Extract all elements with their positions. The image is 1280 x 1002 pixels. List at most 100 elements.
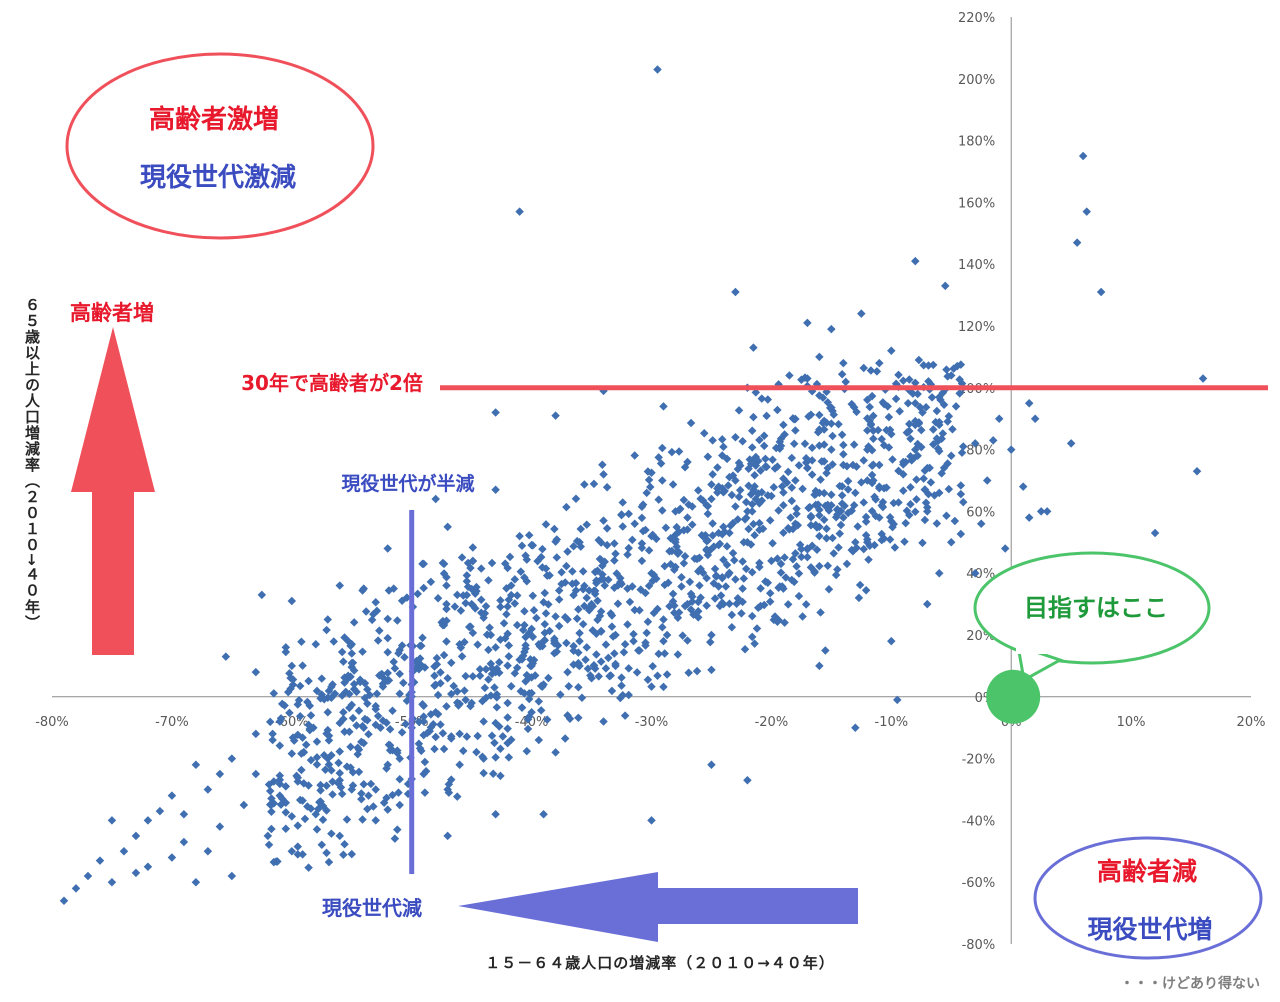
data-point — [843, 485, 853, 494]
data-point — [654, 649, 663, 659]
data-point — [791, 476, 800, 485]
data-point — [618, 691, 627, 700]
data-point — [401, 719, 410, 729]
data-point — [653, 671, 662, 681]
data-point — [787, 483, 797, 492]
data-point — [473, 731, 482, 741]
data-point — [312, 686, 322, 696]
data-point — [582, 593, 591, 603]
data-point — [861, 512, 871, 522]
data-point — [357, 737, 366, 747]
data-point — [449, 681, 458, 691]
data-point — [544, 673, 553, 683]
data-point — [792, 509, 801, 519]
data-point — [372, 689, 382, 698]
data-point — [397, 641, 407, 650]
data-point — [837, 430, 847, 440]
data-point — [647, 682, 656, 691]
data-point — [822, 534, 831, 543]
data-point — [1036, 507, 1046, 516]
data-point — [523, 724, 533, 734]
data-point — [709, 542, 719, 551]
data-point — [607, 611, 617, 620]
x-tick-label: -20% — [755, 715, 789, 730]
data-point — [919, 361, 928, 370]
data-point — [481, 665, 491, 674]
data-point — [395, 689, 404, 698]
data-point — [592, 650, 601, 659]
data-point — [836, 520, 846, 530]
data-point — [649, 608, 659, 618]
data-point — [955, 375, 964, 384]
data-point — [143, 816, 153, 825]
data-point — [929, 360, 938, 370]
data-point — [538, 544, 547, 554]
data-point — [598, 561, 607, 571]
data-point — [339, 657, 348, 666]
x-tick-label: -30% — [635, 715, 669, 730]
data-point — [921, 403, 931, 412]
data-point — [540, 619, 550, 629]
data-point — [943, 372, 952, 381]
data-point — [418, 699, 427, 709]
data-point — [318, 815, 328, 825]
data-point — [267, 807, 276, 816]
data-point — [797, 552, 806, 562]
data-point — [620, 640, 630, 649]
data-point — [371, 598, 380, 607]
data-point — [468, 556, 478, 566]
data-point — [634, 646, 643, 655]
data-point — [721, 582, 731, 591]
data-point — [624, 543, 633, 553]
data-point — [524, 530, 534, 540]
data-point — [375, 626, 384, 635]
data-point — [534, 735, 544, 745]
data-point — [763, 395, 773, 404]
data-point — [499, 619, 509, 628]
data-point — [418, 633, 427, 643]
data-point — [770, 612, 780, 621]
data-point — [438, 616, 448, 626]
data-point — [988, 436, 998, 445]
data-point — [762, 411, 771, 421]
data-point — [522, 746, 532, 756]
double-line-label: 30年で高齢者が2倍 — [241, 371, 423, 395]
data-point — [610, 649, 619, 658]
data-point — [461, 598, 470, 608]
data-point — [906, 483, 915, 492]
data-point — [263, 831, 273, 841]
y-tick-labels: 220%200%180%160%140%120%100%80%60%40%20%… — [958, 11, 995, 953]
data-point — [383, 544, 392, 553]
data-point — [917, 425, 926, 435]
data-point — [367, 615, 377, 625]
data-point — [251, 667, 261, 677]
data-point — [903, 399, 913, 408]
data-point — [280, 701, 289, 710]
data-point — [642, 628, 651, 638]
data-point — [322, 806, 331, 815]
data-point — [773, 462, 782, 471]
data-point — [708, 519, 717, 528]
data-point — [536, 552, 546, 562]
data-point — [337, 789, 347, 799]
data-point — [554, 621, 564, 631]
data-point — [382, 718, 391, 727]
data-point — [768, 538, 777, 548]
data-point — [849, 500, 859, 510]
top-left-ellipse — [65, 52, 375, 240]
data-point — [863, 426, 872, 435]
data-point — [700, 428, 709, 438]
data-point — [450, 602, 460, 611]
data-point — [806, 521, 816, 530]
data-point — [155, 806, 165, 816]
data-point — [283, 687, 293, 697]
data-point — [575, 628, 584, 638]
data-point — [643, 675, 653, 685]
data-point — [624, 690, 633, 700]
data-point — [779, 528, 788, 537]
data-point — [538, 563, 547, 572]
data-point — [552, 553, 562, 562]
data-point — [456, 606, 466, 615]
data-point — [791, 549, 800, 558]
data-point — [354, 767, 364, 777]
